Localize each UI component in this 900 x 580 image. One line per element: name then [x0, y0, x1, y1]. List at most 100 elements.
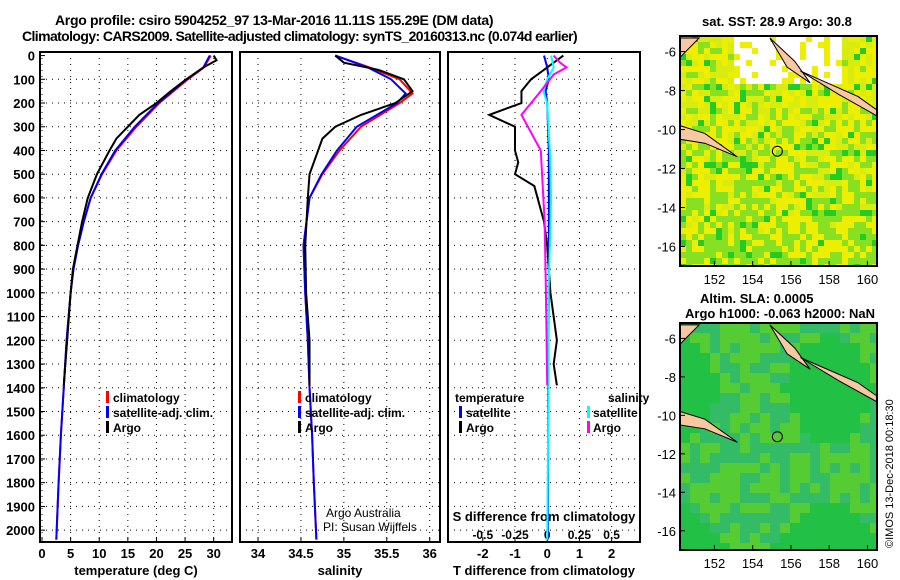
map-cell: [746, 240, 752, 246]
map-cell: [690, 483, 700, 493]
map-cell: [760, 543, 770, 550]
map-cell: [872, 174, 877, 180]
map-cell: [872, 48, 877, 54]
map-cell: [806, 168, 812, 174]
map-cell: [734, 222, 740, 228]
map-cell: [820, 463, 830, 473]
map-cell: [734, 36, 740, 42]
map-cell: [866, 138, 872, 144]
map-cell: [716, 234, 722, 240]
map-cell: [848, 72, 854, 78]
map-cell: [836, 66, 842, 72]
map-cell: [728, 228, 734, 234]
map-cell: [680, 72, 686, 78]
map-cell: [788, 216, 794, 222]
y-tick-label: 1300: [6, 357, 35, 372]
map-cell: [818, 174, 824, 180]
map-cell: [788, 246, 794, 252]
map-cell: [800, 463, 810, 473]
map-cell: [730, 503, 740, 513]
map-cell: [740, 126, 746, 132]
map-cell: [800, 66, 806, 72]
map-cell: [752, 90, 758, 96]
map-cell: [870, 523, 877, 533]
map-cell: [692, 246, 698, 252]
y-tick-label: 500: [13, 167, 35, 182]
map-cell: [854, 210, 860, 216]
map-cell: [842, 114, 848, 120]
map-cell: [840, 403, 850, 413]
map-cell: [782, 198, 788, 204]
argo-location-marker: [771, 145, 783, 157]
map-cell: [824, 42, 830, 48]
map-cell: [698, 90, 704, 96]
map-cell: [716, 60, 722, 66]
map-cell: [680, 150, 686, 156]
map-cell: [790, 393, 800, 403]
map-cell: [746, 72, 752, 78]
map-cell: [820, 443, 830, 453]
map-cell: [850, 363, 860, 373]
map-cell: [824, 222, 830, 228]
map-cell: [824, 198, 830, 204]
map-cell: [710, 150, 716, 156]
map-cell: [848, 78, 854, 84]
map-cell: [854, 138, 860, 144]
map-cell: [806, 90, 812, 96]
map-cell: [788, 114, 794, 120]
map-cell: [730, 463, 740, 473]
map-cell: [810, 353, 820, 363]
map-cell: [770, 234, 776, 240]
map-cell: [722, 108, 728, 114]
map-cell: [850, 463, 860, 473]
map-cell: [710, 483, 720, 493]
map-cell: [824, 210, 830, 216]
map-cell: [830, 353, 840, 363]
map-cell: [740, 503, 750, 513]
map-cell: [788, 186, 794, 192]
map-cell: [720, 503, 730, 513]
map-cell: [758, 132, 764, 138]
map-cell: [770, 423, 780, 433]
map-cell: [770, 443, 780, 453]
map-cell: [794, 180, 800, 186]
map-cell: [690, 383, 700, 393]
map-cell: [710, 78, 716, 84]
map-cell: [698, 246, 704, 252]
map-cell: [818, 54, 824, 60]
map-cell: [770, 60, 776, 66]
map-cell: [788, 42, 794, 48]
map-cell: [700, 403, 710, 413]
map-cell: [698, 114, 704, 120]
map-cell: [810, 333, 820, 343]
map-cell: [800, 453, 810, 463]
map-cell: [860, 258, 866, 264]
map-cell: [728, 186, 734, 192]
map-cell: [758, 126, 764, 132]
map-cell: [800, 108, 806, 114]
map-cell: [800, 343, 810, 353]
map-cell: [776, 252, 782, 258]
map-cell: [740, 168, 746, 174]
map-cell: [790, 453, 800, 463]
map-cell: [686, 222, 692, 228]
map-cell: [722, 42, 728, 48]
map-cell: [758, 234, 764, 240]
map-cell: [758, 192, 764, 198]
map-cell: [722, 120, 728, 126]
map-cell: [806, 216, 812, 222]
map-cell: [818, 84, 824, 90]
map-cell: [746, 78, 752, 84]
map-cell: [746, 96, 752, 102]
map-x-tick-label: 152: [704, 272, 726, 287]
map-cell: [722, 216, 728, 222]
map-cell: [818, 210, 824, 216]
map-cell: [728, 48, 734, 54]
map-cell: [836, 228, 842, 234]
map-cell: [710, 108, 716, 114]
map-cell: [810, 393, 820, 403]
map-cell: [818, 180, 824, 186]
series-argo: [304, 54, 414, 386]
map-cell: [764, 162, 770, 168]
map-cell: [848, 84, 854, 90]
